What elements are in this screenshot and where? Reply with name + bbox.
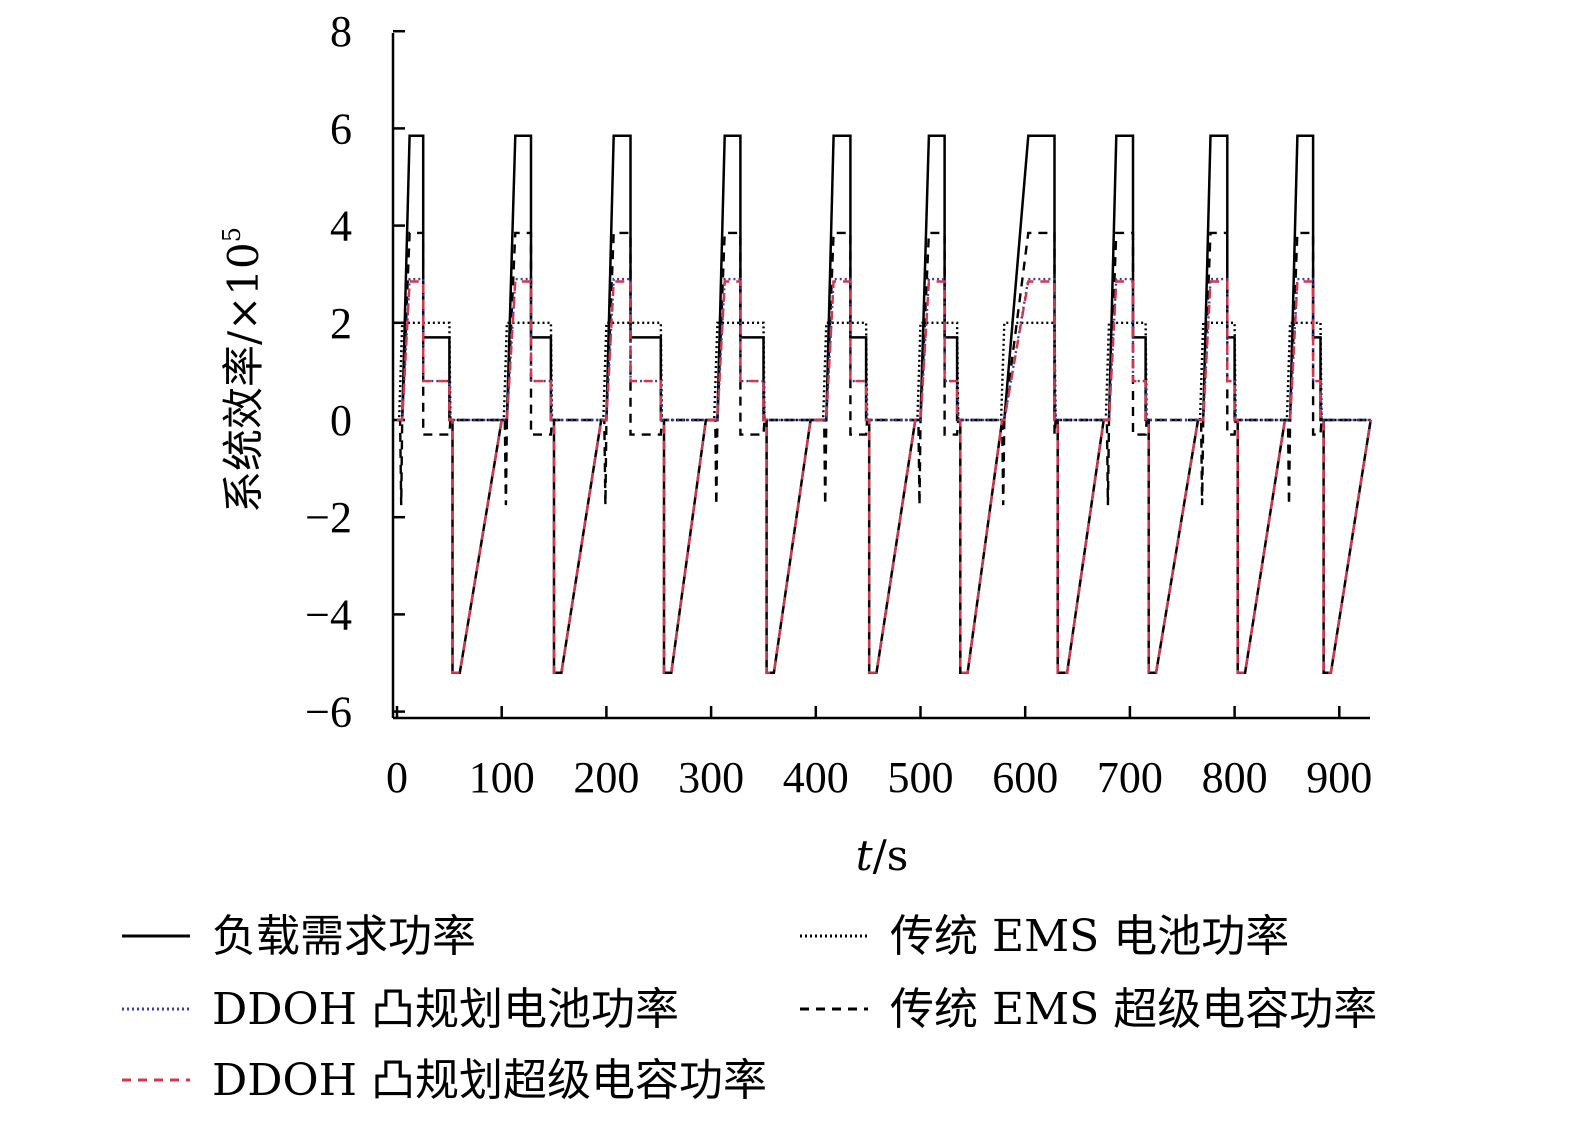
x-tick-label: 0 <box>386 753 408 802</box>
series-traditional-ems-battery <box>397 321 1371 422</box>
series-traditional-ems-supercap <box>397 231 1371 506</box>
legend-label: DDOH 凸规划超级电容功率 <box>212 1055 767 1106</box>
x-tick-label: 100 <box>469 753 535 802</box>
series-ddoh-supercap <box>397 280 1372 674</box>
x-tick-label: 600 <box>992 753 1058 802</box>
x-tick-label: 400 <box>783 753 849 802</box>
legend-label: DDOH 凸规划电池功率 <box>212 984 679 1035</box>
y-tick-label: 2 <box>330 299 352 348</box>
x-tick-label: 800 <box>1202 753 1268 802</box>
legend-label: 传统 EMS 电池功率 <box>890 911 1289 962</box>
legend-item: DDOH 凸规划电池功率 <box>122 984 679 1035</box>
legend-label: 传统 EMS 超级电容功率 <box>890 984 1377 1035</box>
x-tick-label: 700 <box>1097 753 1163 802</box>
y-tick-label: 0 <box>330 396 352 445</box>
y-tick-label: 6 <box>330 104 352 153</box>
y-axis-title: 系统效率/×105 <box>218 227 268 513</box>
x-tick-label: 900 <box>1306 753 1372 802</box>
x-tick-label: 500 <box>888 753 954 802</box>
y-tick-label: −6 <box>305 688 352 737</box>
y-tick-label: −4 <box>305 590 352 639</box>
series-ddoh-battery <box>397 277 1371 422</box>
legend: 负载需求功率 传统 EMS 电池功率 DDOH 凸规划电池功率 传统 EMS 超级电容… <box>122 911 1377 1106</box>
legend-label: 负载需求功率 <box>212 911 476 962</box>
series-layer <box>397 134 1372 674</box>
x-tick-label: 200 <box>573 753 639 802</box>
axes <box>391 33 1370 720</box>
legend-item: 负载需求功率 <box>122 911 476 962</box>
y-tick-label: 8 <box>330 7 352 56</box>
ticks: −6 −4 −2 0 2 4 6 8 0 100 200 300 400 500 600 700 800 900 <box>305 7 1372 802</box>
series-load-demand <box>397 134 1372 674</box>
legend-item: 传统 EMS 超级电容功率 <box>800 984 1377 1035</box>
x-axis-title: t/s <box>856 831 909 880</box>
axis-titles: t/s 系统效率/×105 <box>218 227 908 880</box>
y-tick-label: −2 <box>305 493 352 542</box>
y-axis-title-exponent: 5 <box>218 227 246 242</box>
x-tick-label: 300 <box>678 753 744 802</box>
legend-item: 传统 EMS 电池功率 <box>800 911 1289 962</box>
y-tick-label: 4 <box>330 202 352 251</box>
legend-item: DDOH 凸规划超级电容功率 <box>122 1055 767 1106</box>
